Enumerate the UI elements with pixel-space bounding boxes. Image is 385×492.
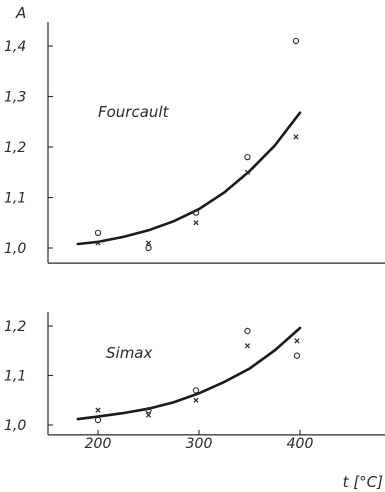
y-tick-label: 1,3 — [4, 90, 26, 106]
data-point-cross — [95, 240, 101, 246]
data-point-circle — [292, 37, 300, 45]
y-tick-label: 1,0 — [4, 418, 26, 434]
data-point-circle — [192, 209, 200, 216]
data-point-cross — [145, 240, 152, 246]
data-point-circle — [145, 406, 152, 414]
data-point-cross — [293, 134, 299, 140]
data-point-cross — [294, 338, 300, 344]
y-tick-label: 1,2 — [4, 319, 26, 335]
data-point-cross — [95, 407, 101, 413]
y-tick-label: 1,1 — [4, 369, 26, 385]
chart-panel-2: 1,0 1,1 1,2 200 300 400 t [°C] Simax — [4, 312, 385, 491]
y-tick-label: 1,4 — [4, 39, 26, 55]
panel-label: Simax — [106, 344, 152, 362]
fit-curve — [76, 111, 302, 246]
data-point-circle — [94, 416, 102, 424]
x-tick-label: 300 — [186, 436, 213, 452]
data-point-circle — [244, 153, 251, 161]
x-tick-label: 400 — [287, 436, 314, 452]
fit-curve — [76, 326, 302, 421]
chart-panel-1: 1,0 1,1 1,2 1,3 1,4 A Fourcault — [4, 4, 385, 264]
data-point-cross — [244, 343, 251, 349]
y-tick-label: 1,2 — [4, 140, 26, 156]
data-point-circle — [293, 352, 301, 359]
data-point-cross — [193, 397, 199, 403]
data-point-circle — [244, 327, 251, 335]
data-point-circle — [145, 244, 152, 252]
y-tick-label: 1,1 — [4, 191, 26, 207]
data-point-circle — [94, 229, 102, 236]
data-point-circle — [192, 387, 200, 394]
data-point-cross — [145, 412, 152, 418]
data-point-cross — [193, 220, 199, 226]
panel-label: Fourcault — [98, 103, 170, 121]
data-point-cross — [244, 169, 251, 175]
y-axis-title: A — [15, 4, 26, 22]
y-tick-label: 1,0 — [4, 241, 26, 257]
x-tick-label: 200 — [85, 436, 112, 452]
x-axis-title: t [°C] — [343, 473, 383, 491]
